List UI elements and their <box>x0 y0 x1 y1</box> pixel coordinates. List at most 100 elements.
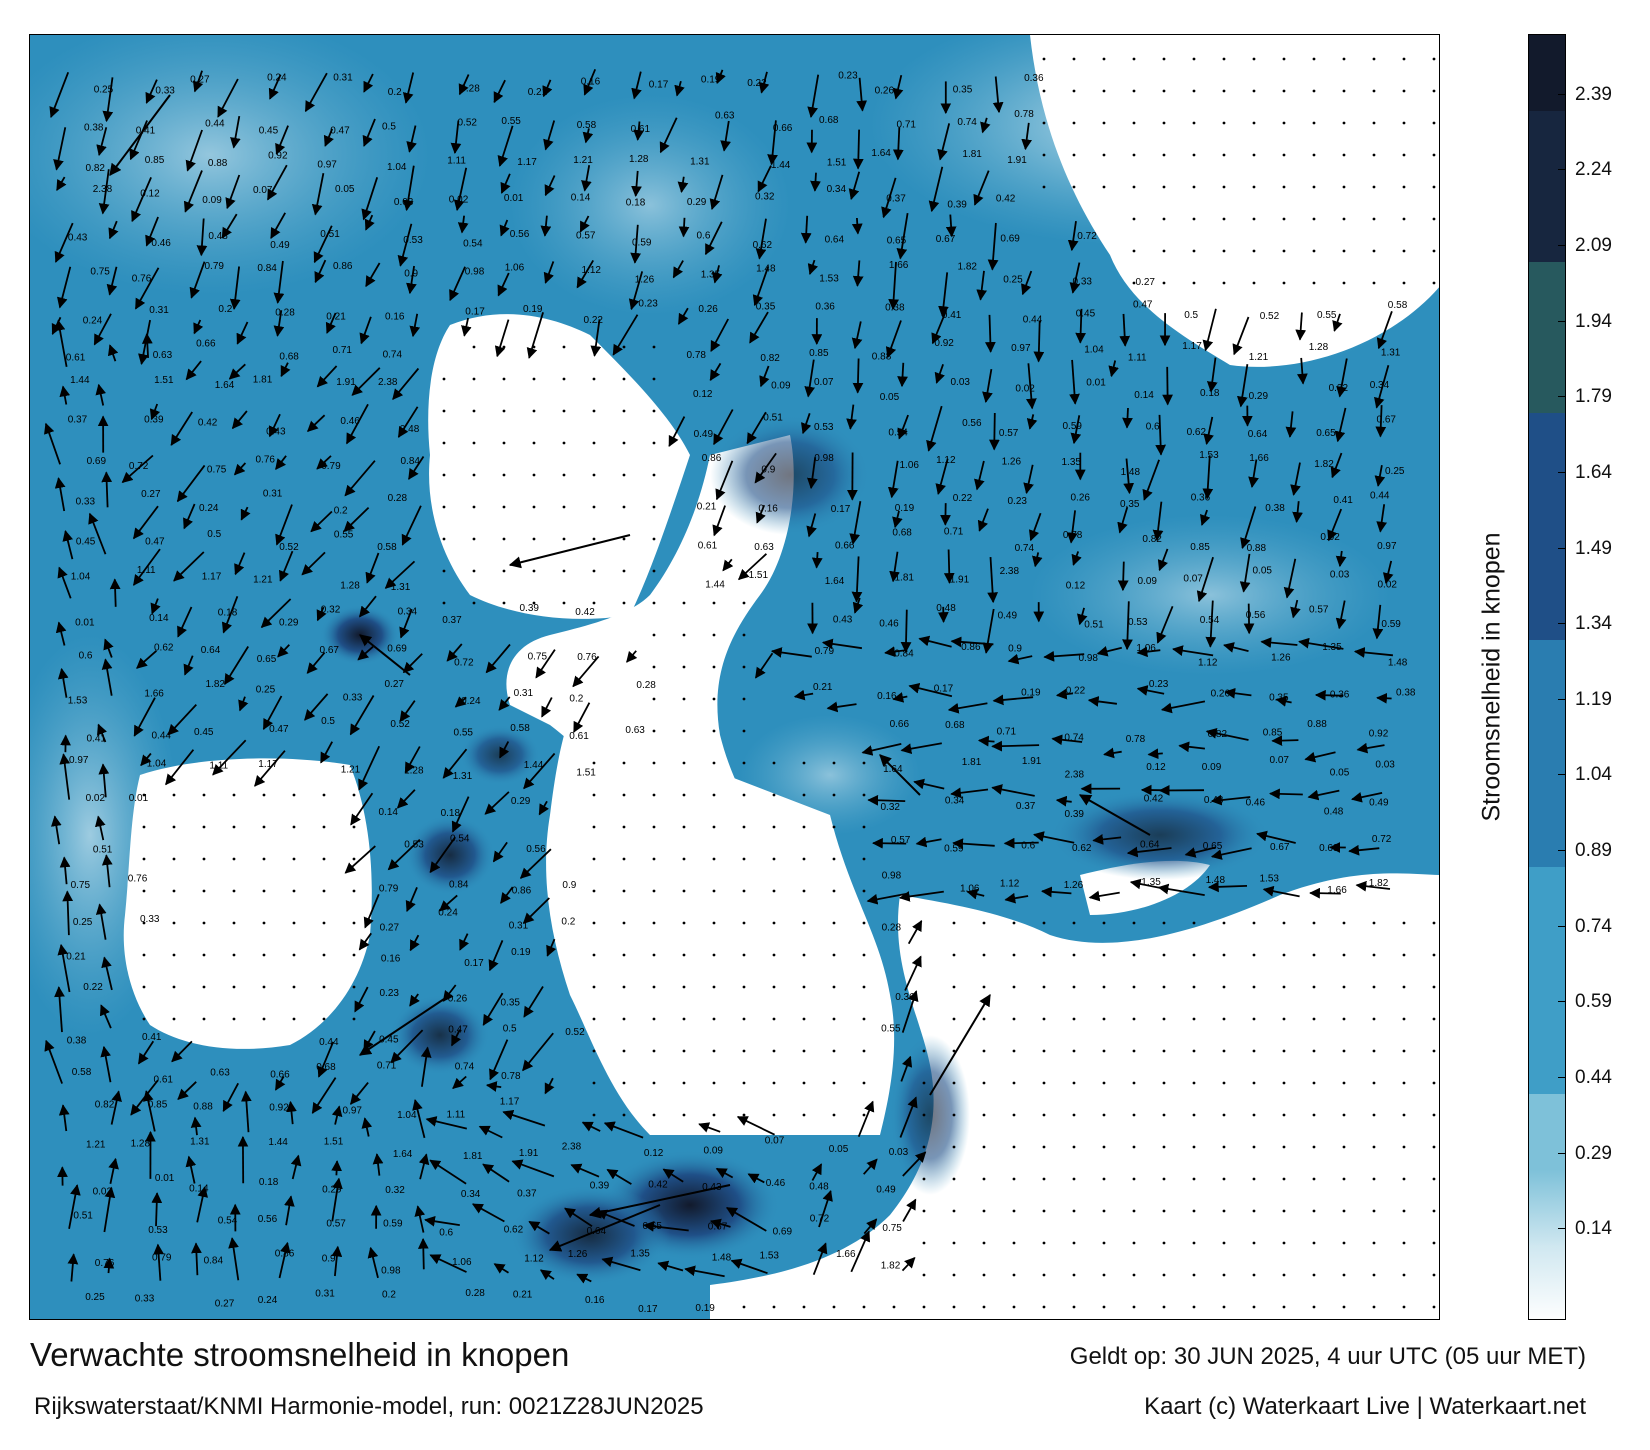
grid-dot <box>802 953 806 957</box>
current-arrow <box>425 1116 468 1130</box>
grid-dot <box>472 377 476 381</box>
current-arrow <box>1007 653 1033 665</box>
grid-dot <box>622 1081 626 1085</box>
speed-label: 0.82 <box>760 353 780 364</box>
speed-label: 0.14 <box>149 613 169 624</box>
speed-label: 1.81 <box>463 1151 483 1162</box>
grid-dot <box>352 825 356 829</box>
speed-label: 0.12 <box>140 189 160 200</box>
speed-label: 0.86 <box>702 453 722 464</box>
speed-label: 0.72 <box>810 1213 830 1224</box>
speed-label: 0.31 <box>333 72 353 83</box>
current-arrow <box>101 854 113 888</box>
current-arrow <box>351 367 381 396</box>
grid-dot <box>1402 1081 1406 1085</box>
current-arrow <box>937 123 951 161</box>
current-arrow <box>320 741 333 764</box>
speed-label: 0.57 <box>576 231 596 242</box>
speed-label: 0.48 <box>400 424 420 435</box>
current-arrow <box>543 261 555 284</box>
current-arrow <box>896 212 909 260</box>
grid-dot <box>1072 89 1076 93</box>
grid-dot <box>1402 1241 1406 1245</box>
current-arrow <box>945 214 957 238</box>
speed-label: 1.51 <box>324 1136 344 1147</box>
current-arrow <box>897 362 908 388</box>
speed-label: 0.41 <box>136 125 156 136</box>
current-arrow <box>502 1109 546 1127</box>
speed-label: 0.29 <box>322 1185 342 1196</box>
speed-label: 0.25 <box>85 1292 105 1303</box>
speed-label: 0.85 <box>148 1100 168 1111</box>
grid-dot <box>1402 57 1406 61</box>
speed-label: 0.76 <box>128 874 148 885</box>
grid-dot <box>922 1177 926 1181</box>
grid-dot <box>742 889 746 893</box>
current-arrow <box>390 1029 424 1064</box>
current-arrow <box>606 1168 632 1185</box>
current-arrow <box>674 80 685 97</box>
current-arrow <box>57 266 72 309</box>
current-map[interactable]: 0.25 0.330.27 0.24 0.310.2 0.28 0.210.16 0.17 0… <box>30 35 1440 1320</box>
grid-dot <box>1192 1177 1196 1181</box>
current-arrow <box>704 221 723 256</box>
current-arrow <box>852 358 864 394</box>
current-arrow <box>519 848 552 879</box>
speed-label: 0.56 <box>526 844 546 855</box>
speed-label: 0.44 <box>319 1037 339 1048</box>
speed-label: 0.57 <box>1309 604 1329 615</box>
speed-label: 0.52 <box>565 1027 585 1038</box>
grid-dot <box>1312 1241 1316 1245</box>
current-arrow <box>631 71 642 100</box>
speed-label: 1.66 <box>889 260 909 271</box>
colorbar-tick-label: 1.64 <box>1575 461 1612 483</box>
current-arrow <box>738 553 768 581</box>
grid-dot <box>1012 1145 1016 1149</box>
current-arrow <box>96 127 108 157</box>
current-arrow <box>177 1081 197 1100</box>
grid-dot <box>1072 57 1076 61</box>
grid-dot <box>262 985 266 989</box>
grid-dot <box>1132 89 1136 93</box>
grid-dot <box>562 473 566 477</box>
speed-label: 0.62 <box>504 1225 524 1236</box>
current-arrow <box>396 789 416 809</box>
speed-label: 0.72 <box>1077 231 1097 242</box>
grid-dot <box>802 1305 806 1309</box>
current-arrow <box>458 74 470 96</box>
current-arrow <box>1223 642 1249 653</box>
speed-label: 0.74 <box>1015 543 1035 554</box>
speed-label: 0.52 <box>279 542 299 553</box>
grid-dot <box>1222 1305 1226 1309</box>
current-arrow <box>852 129 864 170</box>
current-arrow <box>350 792 374 826</box>
speed-label: 0.86 <box>275 1249 295 1260</box>
current-arrow <box>935 458 949 495</box>
grid-dot <box>802 1017 806 1021</box>
colorbar-tick-label: 2.24 <box>1575 159 1612 181</box>
speed-label: 0.21 <box>326 311 346 322</box>
grid-dot <box>1222 1049 1226 1053</box>
current-arrow <box>973 170 990 206</box>
grid-dot <box>592 985 596 989</box>
grid-dot <box>862 1305 866 1309</box>
current-arrow <box>153 1243 164 1281</box>
speed-label: 0.28 <box>460 84 480 95</box>
current-arrow <box>943 549 955 584</box>
speed-label: 0.54 <box>888 428 908 439</box>
current-arrow <box>749 311 769 344</box>
current-arrow <box>1203 416 1214 445</box>
current-arrow <box>401 505 422 546</box>
grid-dot <box>1132 985 1136 989</box>
current-arrow <box>1292 501 1303 523</box>
speed-label: 1.66 <box>144 689 164 700</box>
current-arrow <box>1041 886 1072 898</box>
colorbar-band <box>1529 640 1565 717</box>
grid-dot <box>322 985 326 989</box>
grid-dot <box>1192 953 1196 957</box>
speed-label: 1.26 <box>1002 457 1022 468</box>
grid-dot <box>682 857 686 861</box>
speed-label: 0.65 <box>257 654 277 665</box>
grid-dot <box>832 1305 836 1309</box>
current-arrow <box>98 763 110 798</box>
